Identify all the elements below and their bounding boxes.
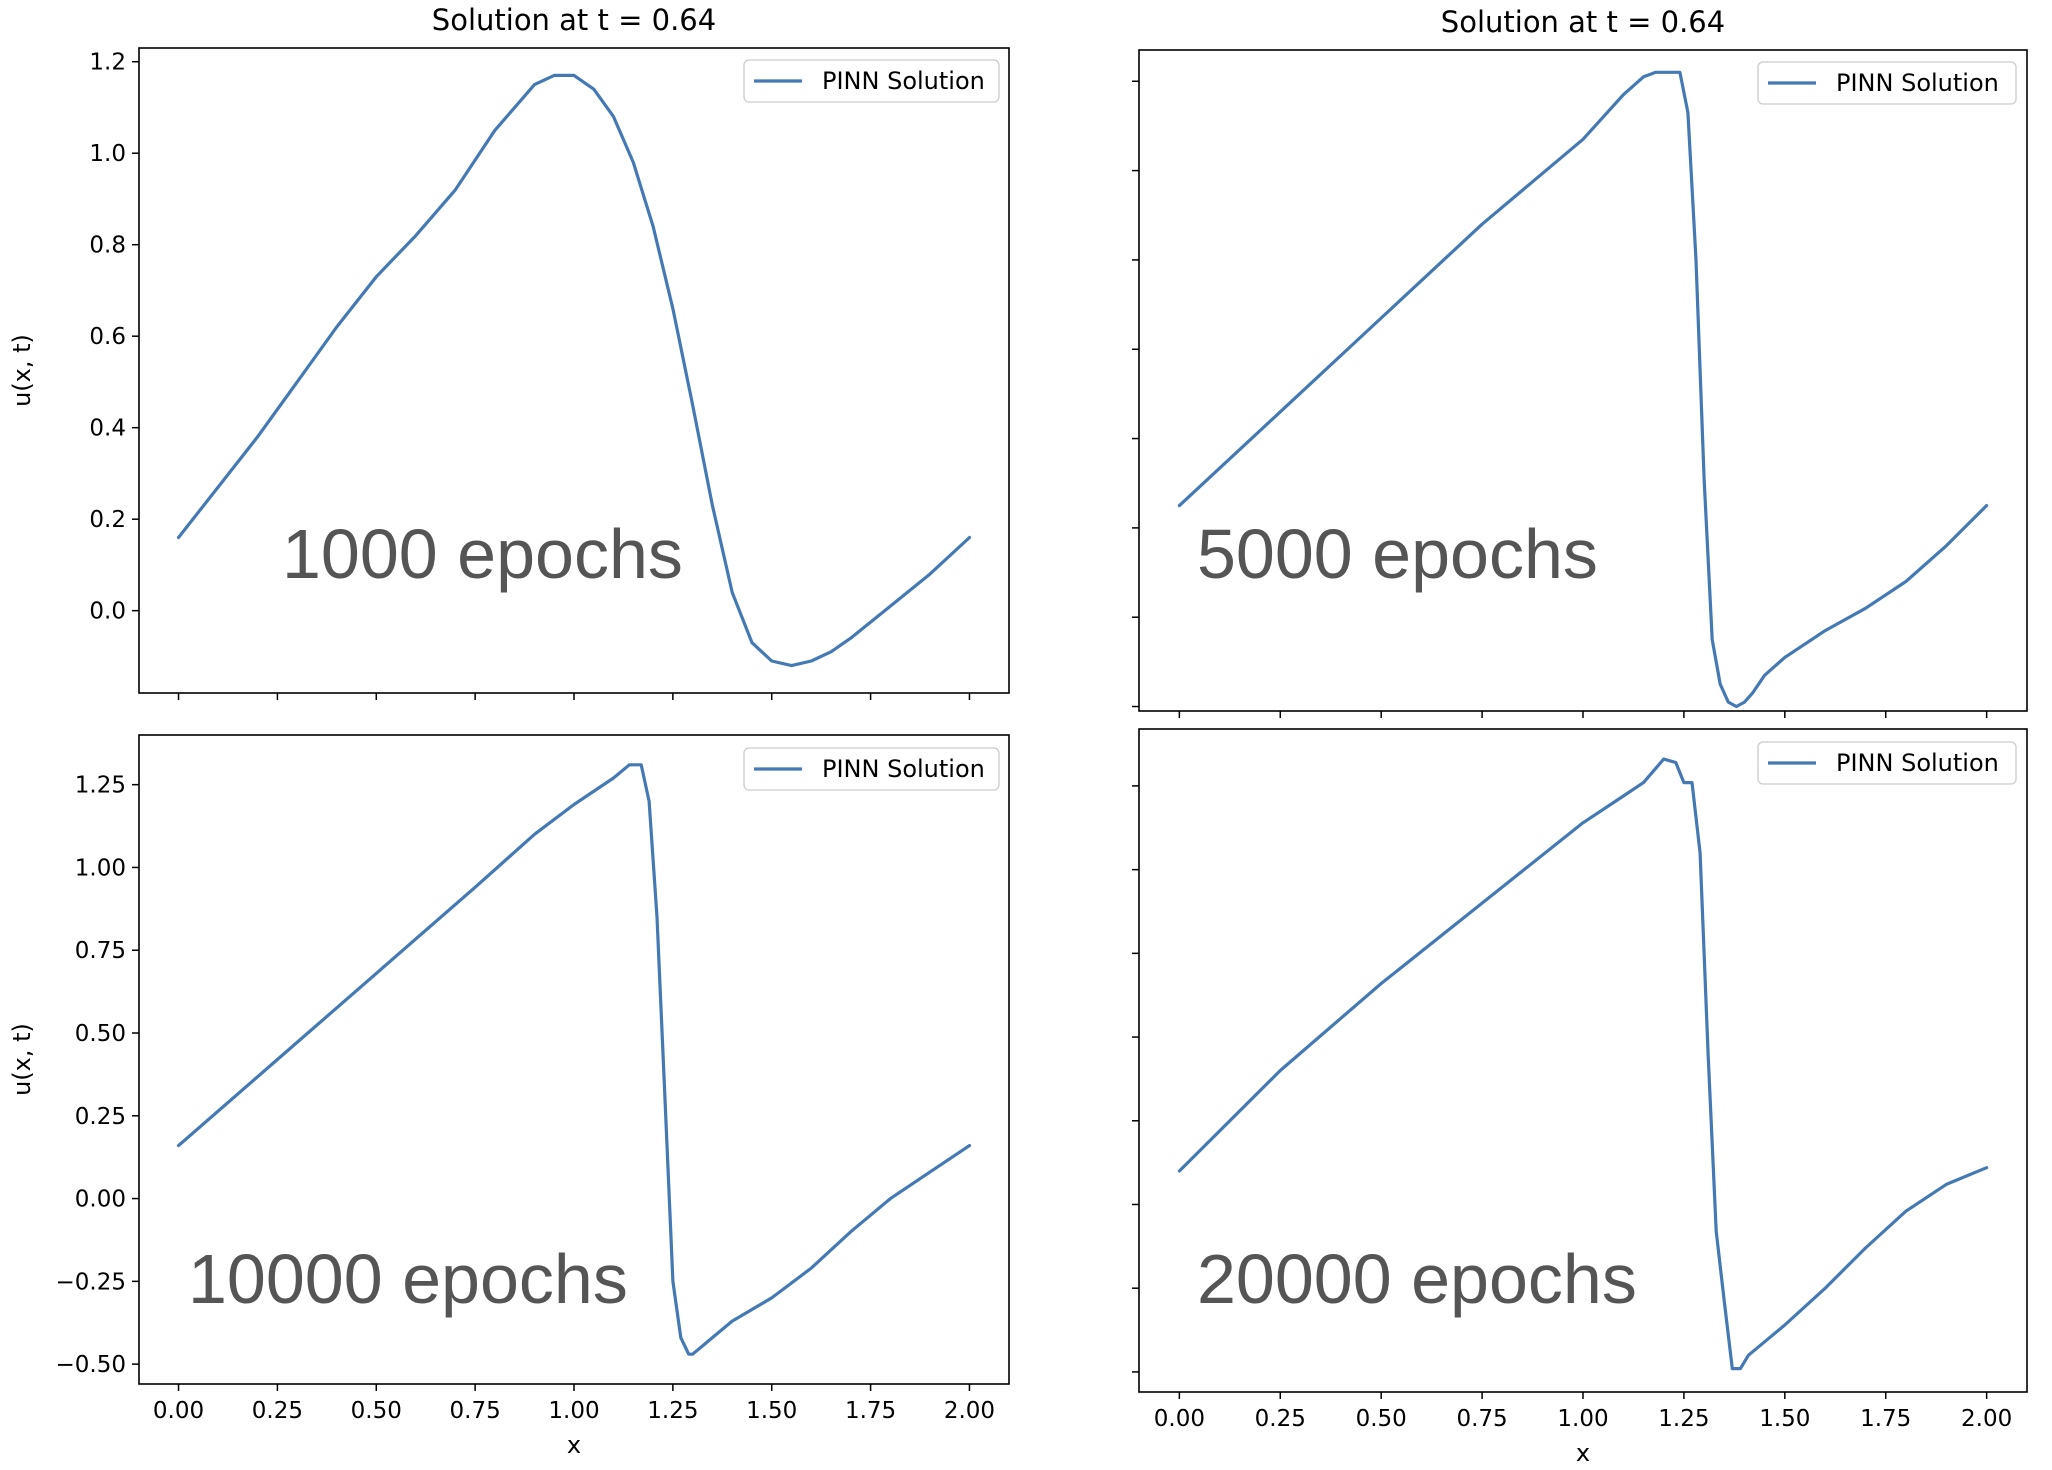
y-tick-label: −0.50 [56, 1352, 126, 1378]
x-tick-label: 1.25 [1658, 1406, 1709, 1432]
panel-1: 0.0 0.2 0.4 0.6 0.8 1.0 1.2 Solution at t = 0.6… [8, 3, 1010, 700]
y-tick-label: 0.50 [75, 1021, 126, 1047]
y-axis-label: u(x, t) [8, 334, 36, 407]
epochs-annotation: 1000 epochs [282, 515, 683, 593]
epochs-annotation: 20000 epochs [1197, 1240, 1637, 1318]
chart-title: Solution at t = 0.64 [1441, 5, 1725, 39]
x-tick-label: 1.50 [1759, 1406, 1810, 1432]
chart-title: Solution at t = 0.64 [432, 3, 716, 37]
legend-box [743, 747, 1000, 791]
y-tick-label: 0.0 [89, 599, 126, 625]
epochs-annotation: 5000 epochs [1197, 515, 1598, 593]
legend: PINN Solution [743, 59, 1000, 103]
x-tick-label: 0.50 [351, 1398, 402, 1424]
y-axis-label: u(x, t) [8, 1023, 36, 1096]
y-tick-label: 1.25 [75, 773, 126, 799]
series-line-1 [1177, 757, 1989, 1371]
legend: PINN Solution [1757, 741, 2017, 785]
legend-box [1757, 741, 2017, 785]
x-tick-label: 2.00 [1961, 1406, 2012, 1432]
legend-label: PINN Solution [1836, 749, 1999, 777]
legend: PINN Solution [743, 747, 1000, 791]
x-tick-label: 0.50 [1356, 1406, 1407, 1432]
x-tick-label: 1.25 [647, 1398, 698, 1424]
x-tick-label: 1.00 [548, 1398, 599, 1424]
legend-label: PINN Solution [822, 755, 985, 783]
legend: PINN Solution [1757, 61, 2017, 105]
y-tick-label: 0.00 [75, 1187, 126, 1213]
axes-frame [1138, 49, 2028, 712]
x-tick-label: 0.75 [450, 1398, 501, 1424]
series-line-1 [1177, 70, 1989, 709]
y-tick-label: 0.25 [75, 1104, 126, 1130]
y-tick-label: 0.4 [89, 416, 126, 442]
x-tick-label: 0.00 [1154, 1406, 1205, 1432]
axes-frame [138, 47, 1010, 694]
series-line-1 [176, 73, 972, 668]
x-axis-label: x [567, 1431, 581, 1459]
y-tick-label: 0.2 [89, 507, 126, 533]
y-tick-label: 1.0 [89, 141, 126, 167]
panel-4: 0.00 0.25 0.50 0.75 1.00 1.25 1.50 1.75 2.00 x PIN… [1132, 728, 2028, 1467]
x-tick-label: 1.00 [1557, 1406, 1608, 1432]
y-tick-label: 0.6 [89, 324, 126, 350]
x-tick-label: 0.00 [153, 1398, 204, 1424]
panel-3: 0.00 0.25 0.50 0.75 1.00 1.25 1.50 1.75 2.00 −0.5… [8, 734, 1010, 1459]
x-tick-label: 1.50 [746, 1398, 797, 1424]
x-tick-label: 0.25 [1255, 1406, 1306, 1432]
x-tick-label: 0.75 [1456, 1406, 1507, 1432]
x-tick-label: 0.25 [252, 1398, 303, 1424]
panel-2: Solution at t = 0.64 PINN Solution 5000 ep… [1132, 5, 2028, 718]
legend-label: PINN Solution [822, 67, 985, 95]
legend-box [743, 59, 1000, 103]
y-tick-label: 0.75 [75, 938, 126, 964]
x-tick-label: 1.75 [1860, 1406, 1911, 1432]
epochs-annotation: 10000 epochs [188, 1240, 628, 1318]
y-tick-label: 1.00 [75, 855, 126, 881]
legend-box [1757, 61, 2017, 105]
x-axis-label: x [1576, 1439, 1590, 1467]
series-line-1 [176, 763, 972, 1356]
x-tick-label: 2.00 [944, 1398, 995, 1424]
legend-label: PINN Solution [1836, 69, 1999, 97]
x-tick-label: 1.75 [845, 1398, 896, 1424]
y-tick-label: −0.25 [56, 1269, 126, 1295]
y-tick-label: 1.2 [89, 50, 126, 76]
y-tick-label: 0.8 [89, 233, 126, 259]
